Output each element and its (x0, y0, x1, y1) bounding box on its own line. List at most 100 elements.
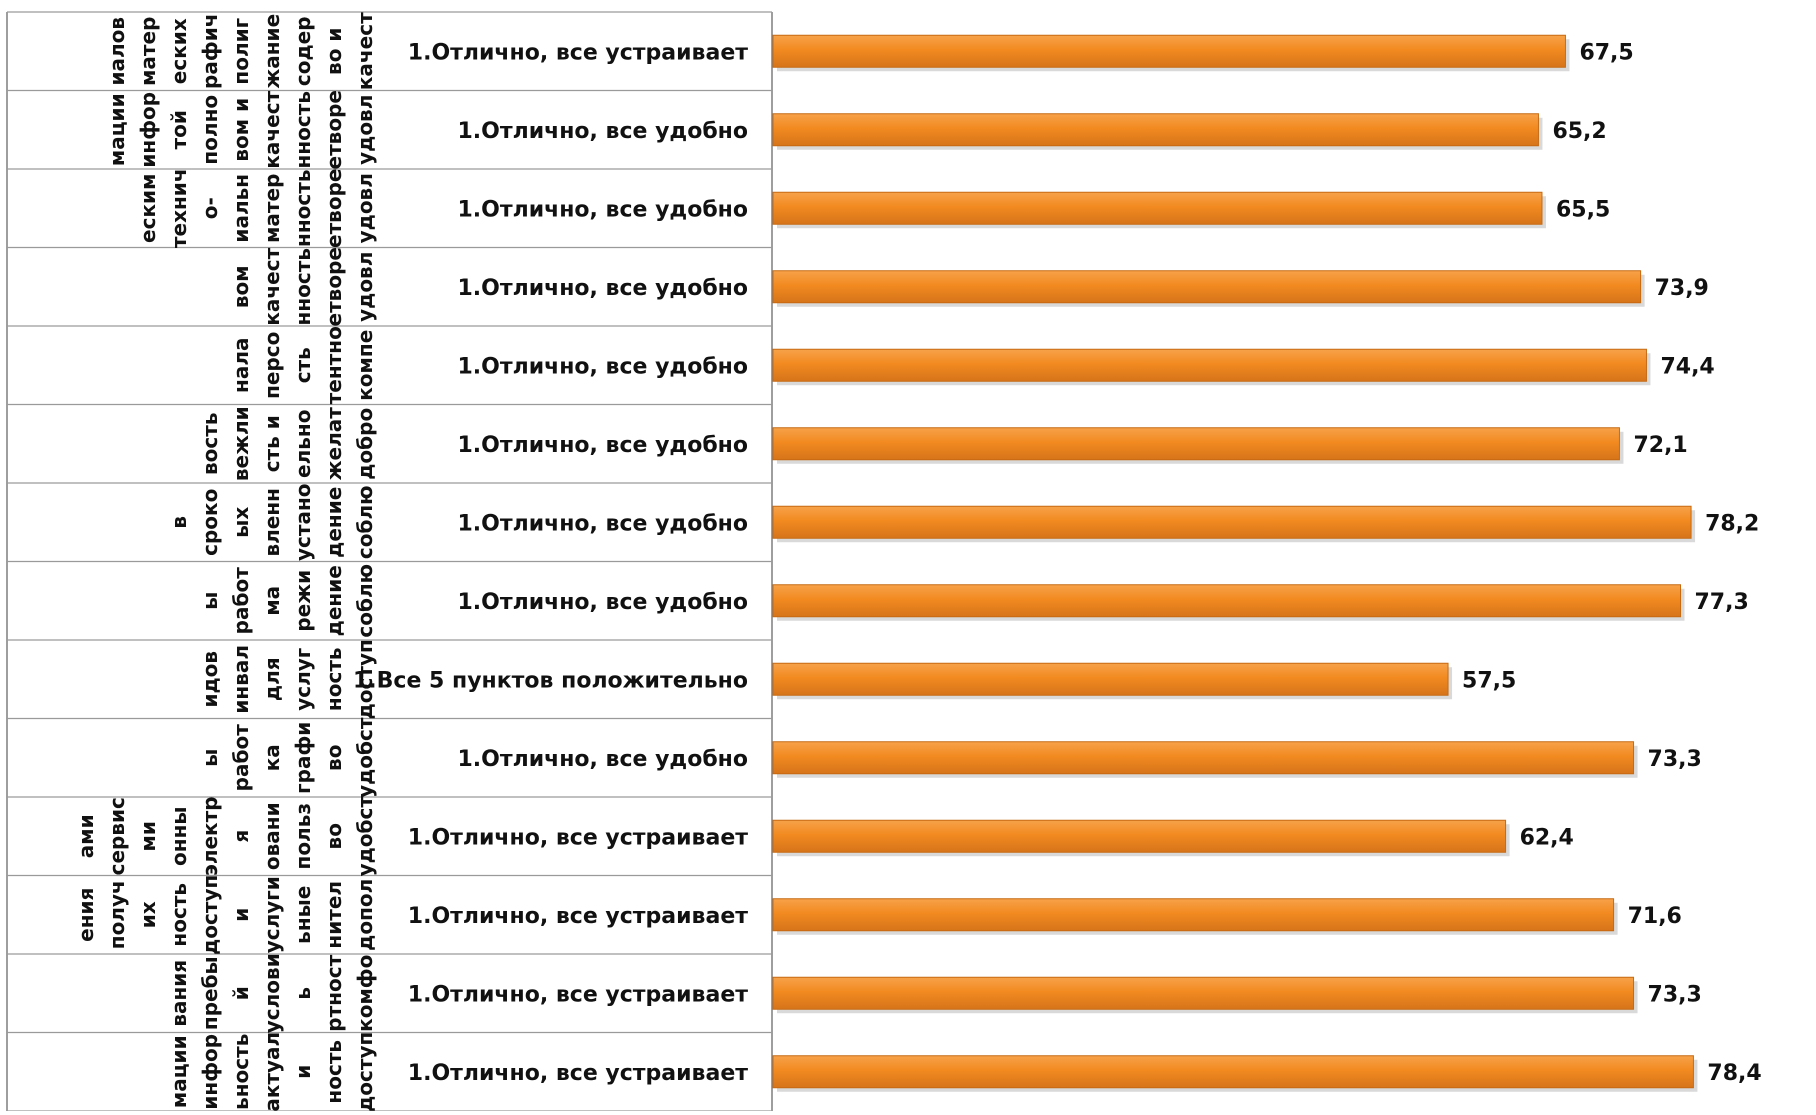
group-label-line: дение (322, 565, 346, 636)
group-label-line: полно (198, 95, 222, 165)
category-label: 1.Отлично, все удобно (457, 747, 748, 772)
category-label: 1.Отлично, все устраивает (408, 40, 748, 65)
group-label-line: нала (229, 338, 253, 393)
bar (772, 191, 1543, 225)
group-label-line: допол (353, 879, 377, 951)
group-label-line: инфор (198, 1034, 222, 1110)
value-labels: 67,5 65,2 65,5 73,9 74,4 72,1 78,2 77,3 57,5 73,3… (1462, 40, 1762, 1086)
category-label: 1.Отлично, все устраивает (408, 982, 748, 1007)
group-label-line: режи (291, 570, 315, 632)
group-label-line: персо (260, 332, 284, 399)
group-label-line: содер (291, 16, 315, 86)
value-label: 73,3 (1648, 982, 1702, 1007)
bar (772, 427, 1620, 461)
category-label: 1.Отлично, все удобно (457, 119, 748, 144)
group-label-line: добро (353, 408, 377, 480)
group-label-line: жание (260, 14, 284, 89)
group-label-line: нность (291, 91, 315, 168)
group-label-line: актуал (260, 1032, 284, 1111)
bar (772, 584, 1682, 618)
group-label-line: о- (198, 197, 222, 219)
group-label-line: я (229, 830, 253, 843)
group-label-line: качест (260, 247, 284, 325)
group-label-line: желат (322, 407, 346, 481)
group-label-line: вежли (229, 406, 253, 481)
category-label: 1.Отлично, все удобно (457, 276, 748, 301)
bars (772, 34, 1698, 1092)
group-label-line: их (136, 901, 160, 928)
group-label-line: рафич (198, 14, 222, 89)
group-label-line: ность (322, 647, 346, 711)
group-label-line: нител (322, 881, 346, 949)
group-label-line: матер (136, 17, 160, 86)
group-label: компе тентно сть персо нала (229, 326, 377, 404)
group-label-line: доступ (198, 875, 222, 955)
group-label-line: в (167, 516, 191, 529)
group-label-line: качест (353, 12, 377, 90)
category-label: 1.Отлично, все устраивает (408, 1061, 748, 1086)
group-label-line: услуг (291, 648, 315, 711)
group-label-line: для (260, 657, 284, 701)
group-labels: качест во и содер жание полиг рафич еских матер… (74, 12, 377, 1112)
category-label: 1.Отлично, все устраивает (408, 904, 748, 929)
value-label: 73,9 (1655, 276, 1709, 301)
group-label-line: етворе (322, 90, 346, 169)
group-label-line: услуги (260, 876, 284, 953)
category-label: 1.Все 5 пунктов положительно (353, 668, 748, 693)
group-label-line: ения (74, 888, 98, 942)
group-label-line: вость (198, 413, 222, 476)
group-label-line: вом и (229, 98, 253, 162)
group-label-line: удобст (353, 717, 377, 798)
value-label: 65,5 (1556, 197, 1610, 222)
group-label-line: соблю (353, 564, 377, 638)
group-label-line: ых (229, 507, 253, 538)
bar (772, 505, 1692, 539)
group-label-line: польз (291, 803, 315, 869)
group-label-line: вленн (260, 488, 284, 557)
group-label: качест во и содер жание полиг рафич еских матер… (105, 12, 377, 90)
group-label-line: соблю (353, 485, 377, 559)
value-label: 78,4 (1707, 1061, 1761, 1086)
bar (772, 1055, 1694, 1089)
category-label: 1.Отлично, все удобно (457, 354, 748, 379)
group-label-line: электр (198, 796, 222, 876)
group-label-line: инвал (229, 645, 253, 714)
bar (772, 819, 1507, 853)
value-label: 78,2 (1705, 511, 1759, 536)
group-label-line: еским (136, 174, 160, 243)
group-label-line: удовл (353, 252, 377, 322)
group-label-line: сть (291, 347, 315, 383)
category-label: 1.Отлично, все удобно (457, 197, 748, 222)
group-label-line: во (322, 745, 346, 771)
group-label-line: ма (260, 586, 284, 616)
category-labels: 1.Отлично, все устраивает 1.Отлично, все … (353, 40, 748, 1086)
group-label-line: тентно (322, 326, 346, 404)
group-label-line: компе (353, 330, 377, 401)
group-label-line: полиг (229, 18, 253, 85)
group-label-line: ка (260, 744, 284, 771)
group-label-line: устано (291, 483, 315, 561)
group-label-line: вом (229, 265, 253, 308)
group-label-line: получ (105, 880, 129, 949)
group-label-line: во (322, 823, 346, 849)
group-label-line: еских (167, 18, 191, 84)
group-label-line: етворе (322, 247, 346, 326)
group-label: удовл етворе нность качест вом и полно тойинфо… (105, 90, 377, 169)
value-label: 77,3 (1695, 590, 1749, 615)
group-label-line: доступ (353, 639, 377, 719)
value-label: 74,4 (1660, 354, 1714, 379)
group-label-line: инфор (136, 92, 160, 168)
group-label-line: той (167, 110, 191, 149)
group-label-line: ы (198, 749, 222, 767)
value-label: 67,5 (1579, 40, 1633, 65)
group-label-line: графи (291, 722, 315, 794)
value-label: 72,1 (1633, 433, 1687, 458)
group-label-line: етворе (322, 169, 346, 248)
group-label-line: и (291, 1065, 315, 1079)
